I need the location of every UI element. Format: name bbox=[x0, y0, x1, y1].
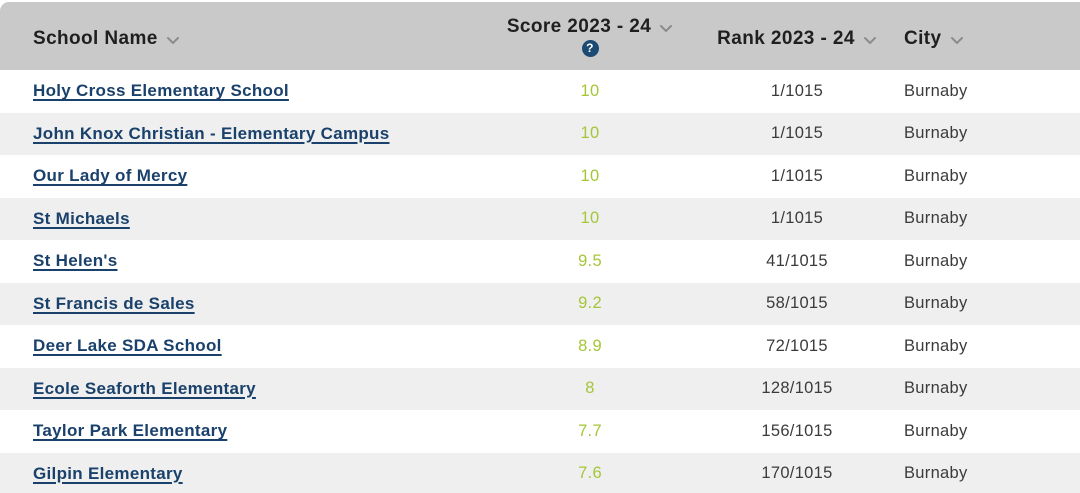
school-link[interactable]: Ecole Seaforth Elementary bbox=[33, 378, 256, 398]
column-header-city[interactable]: City bbox=[884, 23, 1080, 50]
column-header-rank[interactable]: Rank 2023 - 24 bbox=[710, 23, 884, 50]
rank-value: 170/1015 bbox=[761, 464, 833, 483]
city-value: Burnaby bbox=[904, 209, 968, 228]
table-row: Our Lady of Mercy 10 1/1015 Burnaby bbox=[0, 155, 1080, 198]
chevron-down-icon bbox=[166, 36, 180, 45]
table-header-row: School Name Score 2023 - 24 ? Rank 2023 … bbox=[0, 2, 1080, 70]
rank-value: 41/1015 bbox=[766, 251, 828, 270]
rank-value: 72/1015 bbox=[766, 336, 828, 355]
rank-value: 1/1015 bbox=[770, 166, 824, 185]
table-row: Deer Lake SDA School 8.9 72/1015 Burnaby bbox=[0, 325, 1080, 368]
school-link[interactable]: Our Lady of Mercy bbox=[33, 166, 188, 186]
rank-value: 156/1015 bbox=[761, 421, 833, 440]
rank-header-label: Rank 2023 - 24 bbox=[717, 27, 855, 49]
city-value: Burnaby bbox=[904, 336, 968, 355]
score-value: 7.6 bbox=[578, 464, 602, 483]
city-value: Burnaby bbox=[904, 464, 968, 483]
school-link[interactable]: Holy Cross Elementary School bbox=[33, 81, 289, 101]
city-header-label: City bbox=[904, 27, 942, 49]
school-link[interactable]: Gilpin Elementary bbox=[33, 463, 183, 483]
city-value: Burnaby bbox=[904, 294, 968, 313]
column-header-school-name[interactable]: School Name bbox=[0, 23, 470, 50]
score-value: 10 bbox=[580, 166, 600, 185]
rank-value: 1/1015 bbox=[770, 81, 824, 100]
score-value: 8 bbox=[585, 379, 595, 398]
score-value: 10 bbox=[580, 124, 600, 143]
table-row: Holy Cross Elementary School 10 1/1015 B… bbox=[0, 70, 1080, 113]
rank-value: 128/1015 bbox=[761, 379, 833, 398]
column-header-score[interactable]: Score 2023 - 24 ? bbox=[470, 16, 710, 57]
school-link[interactable]: John Knox Christian - Elementary Campus bbox=[33, 123, 390, 143]
table-row: St Francis de Sales 9.2 58/1015 Burnaby bbox=[0, 282, 1080, 325]
city-value: Burnaby bbox=[904, 81, 968, 100]
score-value: 7.7 bbox=[578, 421, 602, 440]
table-row: John Knox Christian - Elementary Campus … bbox=[0, 112, 1080, 155]
school-link[interactable]: St Francis de Sales bbox=[33, 293, 195, 313]
chevron-down-icon bbox=[950, 36, 964, 45]
table-row: St Michaels 10 1/1015 Burnaby bbox=[0, 197, 1080, 240]
score-header-label: Score 2023 - 24 bbox=[506, 15, 652, 37]
city-value: Burnaby bbox=[904, 251, 968, 270]
chevron-down-icon bbox=[863, 36, 877, 45]
rank-value: 58/1015 bbox=[766, 294, 828, 313]
rank-value: 1/1015 bbox=[770, 209, 824, 228]
table-row: Ecole Seaforth Elementary 8 128/1015 Bur… bbox=[0, 367, 1080, 410]
city-value: Burnaby bbox=[904, 421, 968, 440]
school-name-header-label: School Name bbox=[33, 27, 158, 49]
table-row: St Helen's 9.5 41/1015 Burnaby bbox=[0, 240, 1080, 283]
score-value: 9.5 bbox=[578, 251, 602, 270]
city-value: Burnaby bbox=[904, 379, 968, 398]
city-value: Burnaby bbox=[904, 124, 968, 143]
score-value: 10 bbox=[580, 209, 600, 228]
table-body: Holy Cross Elementary School 10 1/1015 B… bbox=[0, 70, 1080, 493]
rank-value: 1/1015 bbox=[770, 124, 824, 143]
school-link[interactable]: St Helen's bbox=[33, 251, 118, 271]
score-value: 9.2 bbox=[578, 294, 602, 313]
score-value: 10 bbox=[580, 81, 600, 100]
help-icon[interactable]: ? bbox=[581, 39, 599, 57]
table-row: Gilpin Elementary 7.6 170/1015 Burnaby bbox=[0, 452, 1080, 493]
chevron-down-icon bbox=[659, 24, 673, 33]
school-link[interactable]: Deer Lake SDA School bbox=[33, 336, 222, 356]
school-link[interactable]: Taylor Park Elementary bbox=[33, 421, 228, 441]
city-value: Burnaby bbox=[904, 166, 968, 185]
school-link[interactable]: St Michaels bbox=[33, 208, 130, 228]
score-value: 8.9 bbox=[578, 336, 602, 355]
table-row: Taylor Park Elementary 7.7 156/1015 Burn… bbox=[0, 410, 1080, 453]
